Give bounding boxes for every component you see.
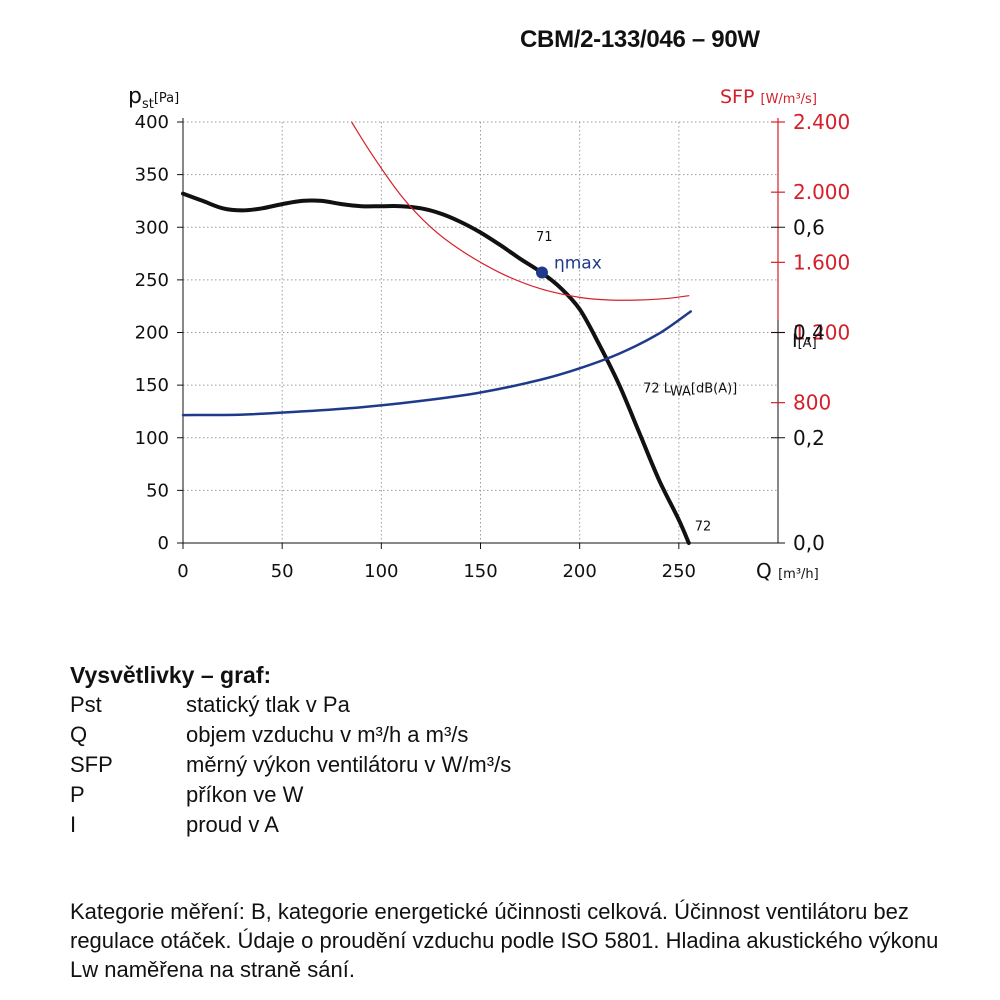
legend-section: Vysvětlivky – graf: Pst statický tlak v … (70, 660, 950, 840)
legend-desc: proud v A (186, 812, 279, 837)
y-sfp-tick-label: 800 (793, 391, 831, 415)
measurement-note: Kategorie měření: B, kategorie energetic… (70, 899, 939, 982)
legend-row-i: I proud v A (70, 810, 950, 840)
legend-row-p: P příkon ve W (70, 780, 950, 810)
legend-row-q: Q objem vzduchu v m³/h a m³/s (70, 720, 950, 750)
y-left-tick-label: 350 (135, 165, 169, 186)
x-axis-label: Q [m³/h] (756, 559, 819, 583)
grid (182, 121, 779, 544)
legend-desc: statický tlak v Pa (186, 692, 350, 717)
y-sfp-axis-label: SFP [W/m³/s] (720, 86, 817, 108)
legend-desc: příkon ve W (186, 782, 304, 807)
x-tick-label: 0 (177, 561, 188, 582)
x-tick-label: 250 (662, 561, 696, 582)
legend-key: P (70, 782, 85, 807)
legend-row-sfp: SFP měrný výkon ventilátoru v W/m³/s (70, 750, 950, 780)
y-left-tick-label: 100 (135, 428, 169, 449)
series-pressure-line (181, 191, 691, 545)
x-tick-label: 200 (562, 561, 596, 582)
series-sfp-line (351, 121, 690, 301)
legend-desc: měrný výkon ventilátoru v W/m³/s (186, 752, 512, 777)
legend-key: Q (70, 722, 88, 747)
y-left-tick-label: 250 (135, 270, 169, 291)
annotation-label: 71 (536, 230, 553, 245)
y-current-tick-label: 0,4 (793, 321, 825, 345)
y-left-tick-label: 200 (135, 323, 169, 344)
y-left-tick-label: 400 (135, 112, 169, 133)
y-current-tick-label: 0,0 (793, 531, 825, 555)
annotation-label: 72 (695, 519, 712, 534)
y-current-axis-label: I[A] (792, 330, 817, 352)
eta-max-label: ηmax (554, 254, 602, 274)
legend-row-pst: Pst statický tlak v Pa (70, 690, 950, 720)
y-left-tick-label: 0 (158, 533, 169, 554)
legend-key: SFP (70, 752, 113, 777)
eta-max-marker (535, 266, 548, 279)
legend-desc: objem vzduchu v m³/h a m³/s (186, 722, 469, 747)
x-tick-label: 50 (271, 561, 294, 582)
legend-key: Pst (70, 692, 102, 717)
x-tick-label: 100 (364, 561, 398, 582)
y-left-tick-label: 300 (135, 217, 169, 238)
y-sfp-tick-label: 2.400 (793, 110, 850, 134)
legend-heading: Vysvětlivky – graf: (70, 662, 272, 688)
y-left-axis-label: pst[Pa] (128, 84, 179, 112)
y-current-tick-label: 0,2 (793, 426, 825, 450)
y-sfp-tick-label: 1.200 (793, 321, 850, 345)
y-left-tick-label: 50 (146, 480, 169, 501)
y-left-tick-label: 150 (135, 375, 169, 396)
series-current-line (181, 310, 692, 417)
y-sfp-tick-label: 2.000 (793, 180, 850, 204)
x-tick-label: 150 (463, 561, 497, 582)
y-current-tick-label: 0,6 (793, 215, 825, 239)
y-sfp-tick-label: 1.600 (793, 250, 850, 274)
annotation-label: 72 LWA[dB(A)] (643, 381, 737, 399)
chart-title: CBM/2-133/046 – 90W (520, 26, 760, 53)
legend-key: I (70, 812, 77, 837)
